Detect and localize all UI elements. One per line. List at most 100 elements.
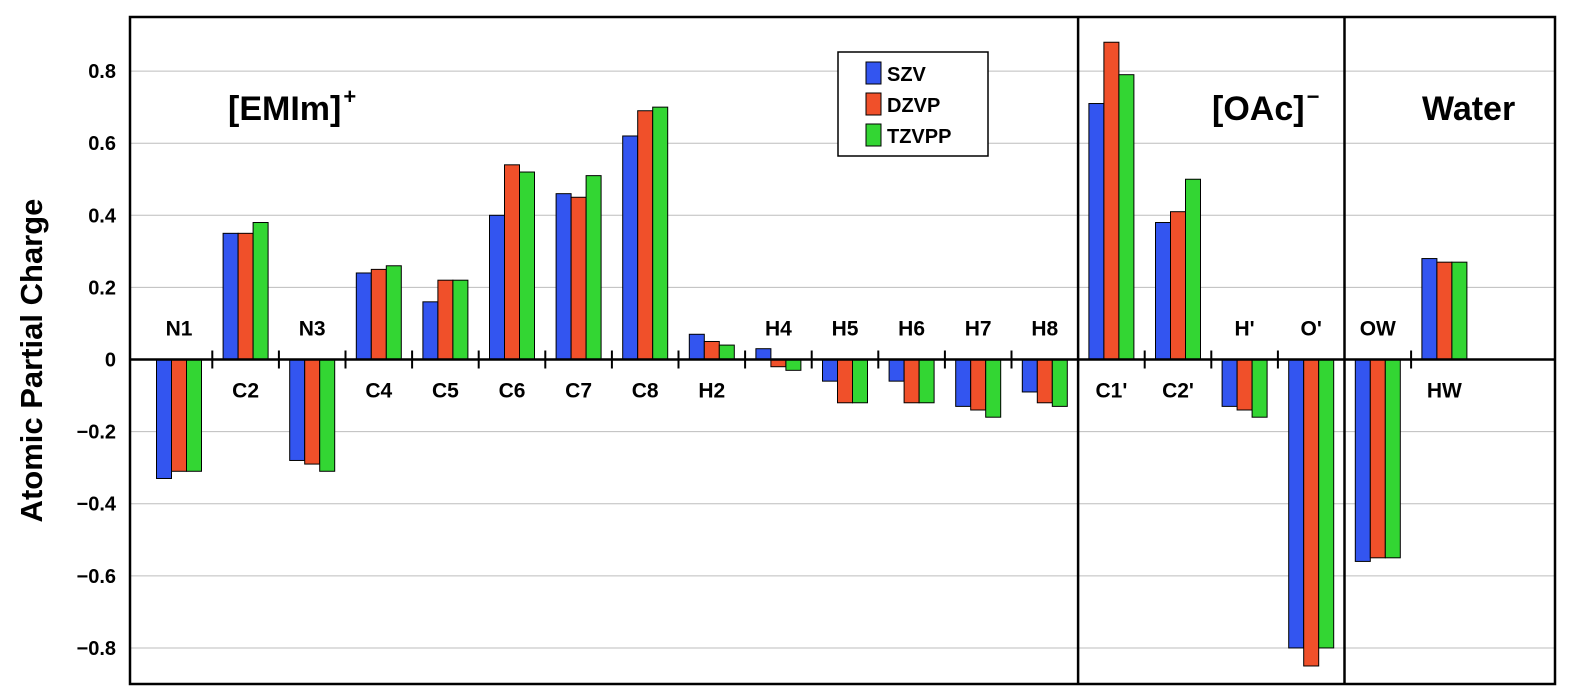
bar-h5-szv [822, 359, 838, 382]
legend-label-szv: SZV [887, 64, 927, 86]
category-label-hw: HW [1427, 380, 1462, 403]
bar-c5-tzvpp [452, 279, 469, 361]
category-label-ow: OW [1360, 318, 1396, 341]
category-label-c2: C2 [232, 380, 259, 403]
category-label-n1: N1 [166, 318, 193, 341]
category-label-h2: H2 [698, 380, 725, 403]
bar-c8-tzvpp [652, 106, 669, 361]
bar-c7-dzvp [570, 196, 587, 361]
bar-h7-dzvp [970, 359, 987, 411]
legend-swatch-tzvpp [865, 123, 882, 147]
bar-ow-dzvp [1369, 359, 1386, 559]
y-tick-label: −0.8 [77, 638, 116, 660]
bar-h6-szv [888, 359, 905, 382]
bar-hw-tzvpp [1451, 261, 1468, 361]
bar-h6-dzvp [903, 359, 920, 404]
legend: SZV DZVP TZVPP [837, 51, 989, 157]
bar-o-prime-tzvpp [1318, 359, 1335, 649]
bar-c2-prime-dzvp [1170, 211, 1186, 361]
category-label-h5: H5 [832, 318, 859, 341]
legend-swatch-szv [865, 61, 882, 85]
bar-h7-tzvpp [985, 359, 1002, 418]
category-label-c7: C7 [565, 380, 592, 403]
y-tick-label: −0.4 [77, 494, 117, 516]
legend-swatch-dzvp [865, 92, 882, 116]
y-tick-label: 0.8 [88, 61, 116, 83]
y-tick-label: 0 [105, 350, 116, 372]
bar-c8-dzvp [637, 110, 654, 361]
bar-c4-szv [355, 272, 372, 361]
group-title-water: Water [1422, 90, 1515, 128]
category-label-h8: H8 [1031, 318, 1058, 341]
bar-h5-tzvpp [852, 359, 868, 404]
bars [156, 41, 1468, 667]
bar-n1-szv [156, 359, 172, 479]
bar-c6-szv [489, 214, 505, 361]
bar-h-prime-dzvp [1236, 359, 1253, 411]
legend-box [837, 51, 989, 157]
y-tick-label: −0.6 [77, 566, 116, 588]
bar-c1-prime-tzvpp [1118, 74, 1135, 361]
bar-hw-szv [1421, 258, 1438, 361]
legend-label-dzvp: DZVP [887, 95, 940, 117]
bar-n3-dzvp [304, 359, 321, 465]
category-label-c2-prime: C2' [1162, 380, 1194, 403]
bar-h8-szv [1021, 359, 1038, 393]
category-label-h7: H7 [965, 318, 992, 341]
labels: 0.8 0.6 0.4 0.2 0 −0.2 −0.4 −0.6 −0.8 Atomic Part… [14, 61, 1515, 660]
bar-h-prime-szv [1221, 359, 1238, 407]
bar-c5-szv [422, 301, 439, 361]
y-tick-label: 0.6 [88, 133, 116, 155]
group-title-oac: [OAc]− [1212, 84, 1319, 128]
category-label-c4: C4 [365, 380, 392, 403]
y-tick-label: 0.2 [88, 277, 116, 299]
category-label-c6: C6 [499, 380, 526, 403]
bar-h7-szv [955, 359, 972, 407]
category-label-h-prime: H' [1235, 318, 1255, 341]
plot-frame [128, 15, 1557, 686]
bar-h4-szv [755, 348, 772, 361]
bar-ow-szv [1354, 359, 1371, 562]
axes [128, 15, 1557, 686]
bar-c2-prime-tzvpp [1185, 178, 1201, 361]
bar-c1-prime-dzvp [1103, 41, 1120, 361]
bar-c5-dzvp [437, 279, 454, 361]
bar-h2-szv [688, 333, 705, 361]
bar-c2-prime-szv [1155, 222, 1171, 361]
bar-h2-tzvpp [718, 344, 735, 361]
bar-o-prime-dzvp [1303, 359, 1320, 667]
y-axis-title: Atomic Partial Charge [14, 199, 49, 523]
bar-ow-tzvpp [1384, 359, 1401, 559]
y-tick-label: 0.4 [88, 205, 117, 227]
bar-c6-tzvpp [519, 171, 535, 361]
bar-c6-dzvp [504, 164, 520, 361]
group-title-emim: [EMIm]+ [228, 84, 356, 128]
bar-c8-szv [622, 135, 639, 361]
legend-label-tzvpp: TZVPP [887, 126, 951, 148]
bar-n1-dzvp [171, 359, 187, 472]
category-label-c1-prime: C1' [1095, 380, 1127, 403]
category-label-n3: N3 [299, 318, 326, 341]
bar-h8-dzvp [1036, 359, 1053, 404]
bar-h2-dzvp [703, 340, 720, 361]
bar-n1-tzvpp [186, 359, 202, 472]
bar-h8-tzvpp [1051, 359, 1068, 407]
bar-c2-dzvp [237, 232, 254, 361]
bar-hw-dzvp [1436, 261, 1453, 361]
category-label-h6: H6 [898, 318, 925, 341]
bar-c7-tzvpp [585, 175, 602, 361]
bar-c4-tzvpp [385, 265, 402, 361]
bar-c2-tzvpp [252, 222, 269, 361]
bar-c7-szv [555, 193, 572, 361]
bar-o-prime-szv [1288, 359, 1305, 649]
category-label-c5: C5 [432, 380, 459, 403]
category-label-c8: C8 [632, 380, 659, 403]
bar-h5-dzvp [837, 359, 853, 404]
bar-h6-tzvpp [918, 359, 935, 404]
bar-n3-szv [289, 359, 306, 461]
category-label-o-prime: O' [1301, 318, 1322, 341]
bar-n3-tzvpp [319, 359, 336, 472]
bar-c2-szv [222, 232, 239, 361]
